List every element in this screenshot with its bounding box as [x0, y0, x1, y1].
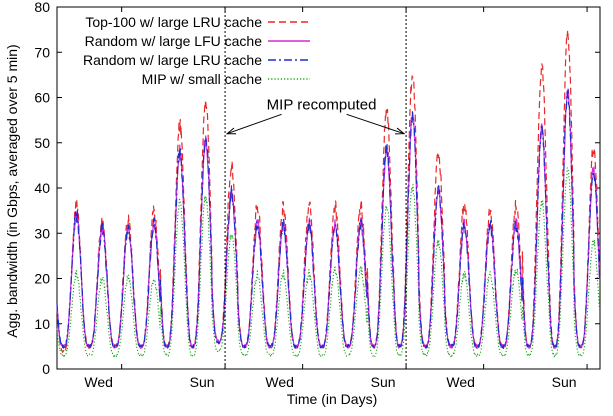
y-tick-label: 70 — [34, 44, 50, 60]
y-tick-label: 50 — [34, 135, 50, 151]
y-axis-label: Agg. bandwidth (in Gbps, averaged over 5… — [4, 44, 20, 337]
legend-label: MIP w/ small cache — [142, 71, 263, 87]
legend-label: Random w/ large LRU cache — [83, 52, 262, 68]
annotation-text: MIP recomputed — [267, 96, 377, 113]
x-tick-label: Sun — [552, 374, 577, 390]
y-tick-label: 40 — [34, 180, 50, 196]
annotation-arrowhead — [395, 127, 406, 135]
y-tick-label: 80 — [34, 0, 50, 15]
annotation-arrow — [346, 113, 405, 135]
x-tick-label: Sun — [190, 374, 215, 390]
annotation-arrow — [226, 113, 282, 135]
x-tick-label: Sun — [371, 374, 396, 390]
x-tick-label: Wed — [84, 374, 113, 390]
annotation-arrowhead — [225, 127, 237, 135]
series-line-2 — [56, 88, 601, 349]
y-tick-label: 10 — [34, 316, 50, 332]
y-tick-label: 60 — [34, 90, 50, 106]
series-line-3 — [56, 167, 601, 358]
legend-label: Top-100 w/ large LRU cache — [85, 14, 262, 30]
x-tick-label: Wed — [265, 374, 294, 390]
y-tick-label: 0 — [42, 361, 50, 377]
x-tick-label: Wed — [446, 374, 475, 390]
legend-label: Random w/ large LFU cache — [85, 33, 263, 49]
y-tick-label: 30 — [34, 225, 50, 241]
y-tick-label: 20 — [34, 271, 50, 287]
x-axis-label: Time (in Days) — [287, 391, 378, 407]
